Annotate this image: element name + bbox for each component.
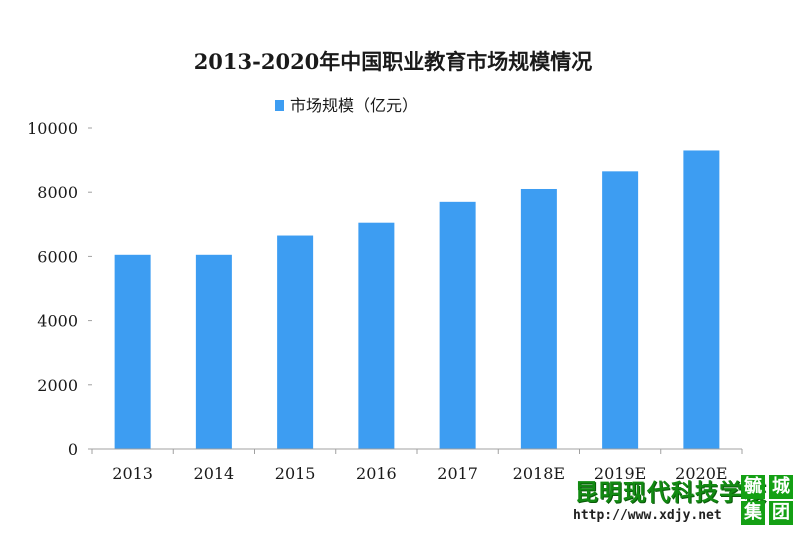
- bar-2015: [277, 235, 314, 449]
- watermark-badge: 集: [741, 501, 765, 525]
- x-tick-label: 2019E: [594, 464, 646, 483]
- x-tick-label: 2020E: [675, 464, 727, 483]
- y-tick-label: 8000: [37, 183, 78, 202]
- x-tick-label: 2013: [112, 464, 153, 483]
- chart-title: 2013-2020年中国职业教育市场规模情况: [194, 49, 593, 74]
- bar-2020E: [683, 150, 720, 449]
- legend-swatch: [275, 100, 284, 111]
- x-tick-label: 2017: [437, 464, 478, 483]
- y-tick-label: 2000: [37, 376, 78, 395]
- x-tick-label: 2014: [194, 464, 235, 483]
- bar-2013: [114, 254, 151, 449]
- x-tick-label: 2015: [275, 464, 316, 483]
- bar-2018E: [520, 188, 557, 450]
- y-tick-label: 0: [68, 440, 78, 459]
- watermark-badge: 团: [769, 501, 793, 525]
- watermark-badge: 毓: [741, 475, 765, 499]
- watermark-url: http://www.xdjy.net: [573, 508, 722, 523]
- bars: [114, 150, 720, 450]
- watermark-badge: 城: [769, 475, 793, 499]
- watermark-name: 昆明现代科技学校: [575, 480, 767, 506]
- bar-2019E: [602, 171, 639, 449]
- y-tick-label: 6000: [37, 247, 78, 266]
- legend-label: 市场规模（亿元）: [290, 96, 418, 115]
- y-tick-label: 4000: [37, 312, 78, 331]
- x-axis-ticks: 2013 2014 2015 2016 2017 2018E 2019E 2020E: [91, 449, 743, 483]
- bar-2016: [358, 222, 395, 449]
- y-tick-label: 10000: [27, 119, 78, 138]
- x-tick-label: 2016: [356, 464, 397, 483]
- bar-2014: [195, 254, 232, 449]
- y-axis-ticks: 0 2000 4000 6000 8000 10000: [27, 119, 92, 459]
- bar-2017: [439, 201, 476, 449]
- x-tick-label: 2018E: [513, 464, 565, 483]
- watermark-logo: 昆明现代科技学校 http://www.xdjy.net 毓 城 集 团: [571, 471, 797, 528]
